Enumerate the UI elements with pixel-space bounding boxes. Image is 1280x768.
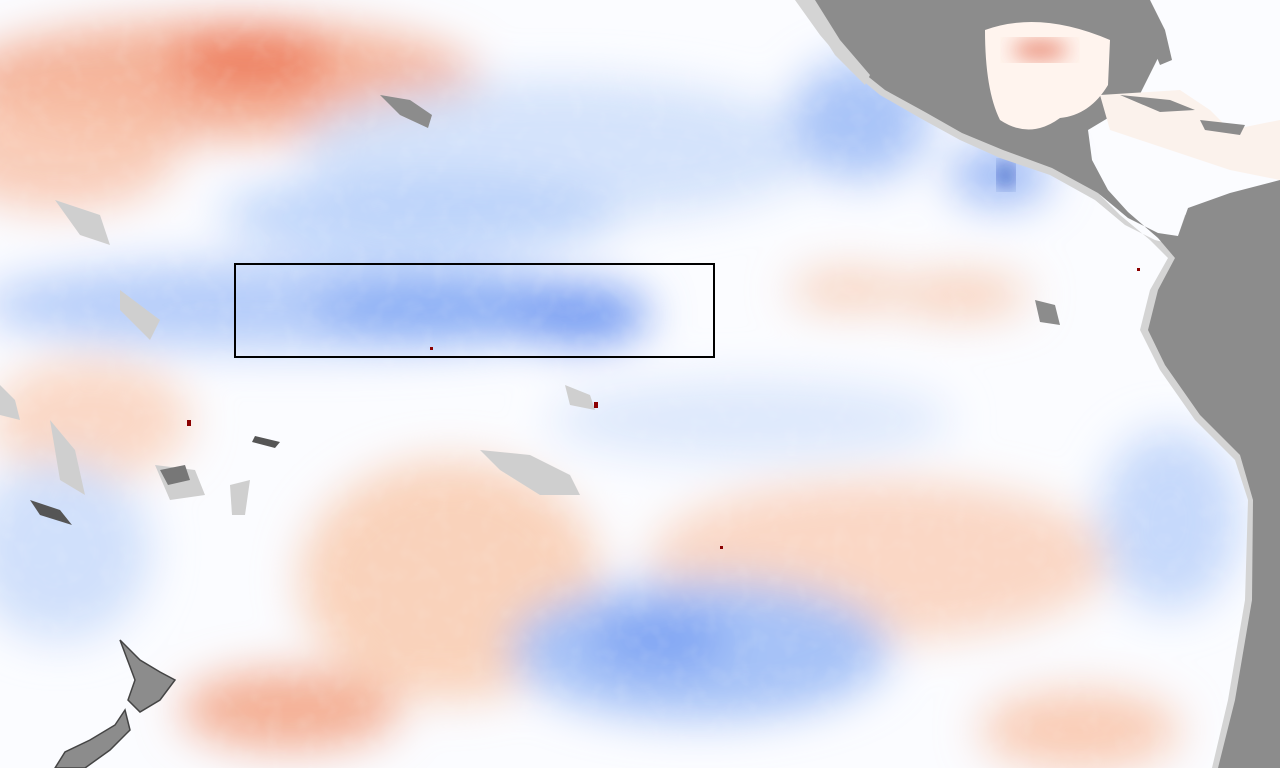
extreme-anomaly-pixels [187,268,1140,549]
nino-region-box [234,263,715,358]
land-americas [795,0,1280,768]
islands [0,95,1060,525]
land-new-zealand [54,639,177,768]
